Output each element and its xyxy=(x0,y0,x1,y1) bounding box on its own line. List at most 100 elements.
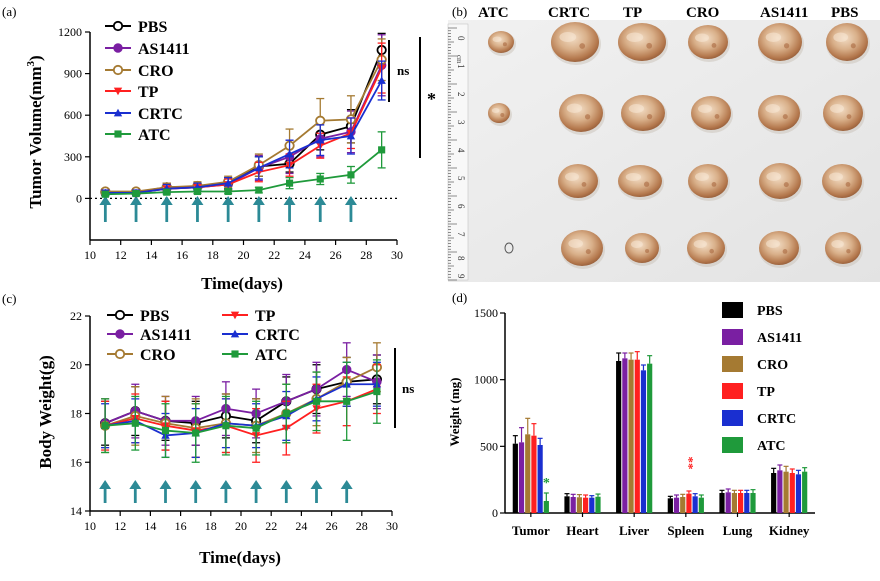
bar-lung-pbs xyxy=(719,493,725,513)
panel-b-tumor-photo: (b) ATC CRTC TP CRO AS1411 PBS 0 1 cm 2 … xyxy=(447,4,880,282)
tumor-vessel xyxy=(846,114,852,119)
x-tick-label: 16 xyxy=(176,248,188,262)
y-tick-label: 900 xyxy=(64,67,82,81)
photo-label-cro: CRO xyxy=(686,5,719,21)
tumor-highlight xyxy=(565,172,579,181)
bar-kidney-tp xyxy=(789,473,795,513)
data-point-crtc xyxy=(285,149,294,158)
bar-heart-pbs xyxy=(564,496,570,513)
panel-c-series xyxy=(100,342,382,463)
tumor-highlight xyxy=(766,239,780,248)
tumor-vessel xyxy=(845,182,851,187)
tumor-specimen xyxy=(621,95,665,131)
x-tick-label: 26 xyxy=(326,519,338,533)
y-tick-label: 18 xyxy=(70,407,82,421)
photo-label-as1411: AS1411 xyxy=(760,5,808,21)
y-tick-label: 0 xyxy=(76,191,82,205)
x-tick-label: 18 xyxy=(205,519,217,533)
tumor-specimen xyxy=(687,232,725,264)
treatment-arrow-head xyxy=(252,196,265,205)
data-point-cro xyxy=(315,115,326,126)
legend-marker-atc xyxy=(114,130,122,138)
x-tick-label: 20 xyxy=(238,248,250,262)
data-point-atc xyxy=(255,186,263,194)
panel-d-spleen-significance: ** xyxy=(681,457,696,470)
data-point-atc xyxy=(192,429,200,437)
x-tick-label: 28 xyxy=(356,519,368,533)
tumor-specimen xyxy=(618,23,666,61)
y-tick-label: 1200 xyxy=(58,25,82,39)
ruler-number-9: 9 xyxy=(456,274,466,279)
series-atc xyxy=(101,359,381,463)
ruler-number-2: 2 xyxy=(456,92,466,97)
treatment-arrow-head xyxy=(283,196,296,205)
tumor-specimen xyxy=(826,23,868,61)
tumor-specimen xyxy=(559,94,603,132)
bar-tumor-cro xyxy=(525,434,531,513)
panel-d-organ-weight-chart: (d) 0 500 1000 1500 Tumor Heart Liver Spleen Lun… xyxy=(447,290,815,538)
treatment-arrow-head xyxy=(280,480,293,489)
data-point-crtc xyxy=(377,76,386,84)
legend-label-pbs: PBS xyxy=(140,308,169,325)
data-point-atc xyxy=(222,422,230,430)
tumor-highlight xyxy=(626,32,644,42)
legend-marker-cro xyxy=(114,348,126,360)
panel-c-body-weight-chart: (c) 10 12 14 16 18 20 22 24 26 28 30 14 16 18 20 22 PBS… xyxy=(2,291,414,567)
panel-c-treatment-arrows xyxy=(99,480,353,503)
treatment-arrow-head xyxy=(250,480,263,489)
panel-c-ns-label: ns xyxy=(402,381,414,396)
data-point-crtc xyxy=(254,163,264,172)
panel-c-label: (c) xyxy=(2,291,16,306)
ruler-number-1: 1 xyxy=(456,64,466,69)
tumor-vessel xyxy=(646,113,653,120)
tumor-specimen xyxy=(825,232,861,264)
data-point-atc xyxy=(224,187,232,196)
bar-spleen-tp xyxy=(686,493,692,513)
tumor-specimen xyxy=(488,103,510,123)
x-tick-label: 22 xyxy=(268,248,280,262)
ruler-unit: cm xyxy=(455,55,463,64)
tumor-vessel xyxy=(581,182,587,187)
series-line-tp xyxy=(104,388,378,437)
bar-spleen-cro xyxy=(680,497,686,513)
series-pbs xyxy=(100,354,382,446)
treatment-arrow-head xyxy=(160,196,173,205)
tumor-specimen xyxy=(758,95,800,131)
bar-kidney-pbs xyxy=(771,473,777,513)
tumor-specimen xyxy=(759,231,799,265)
panel-a-treatment-arrows xyxy=(99,196,357,222)
bar-liver-as1411 xyxy=(622,358,628,513)
tumor-specimen xyxy=(823,95,863,131)
photo-label-crtc: CRTC xyxy=(548,5,590,21)
panel-b-label: (b) xyxy=(452,4,467,19)
tumor-highlight xyxy=(625,173,642,181)
y-tick-label: 600 xyxy=(64,108,82,122)
legend-swatch-pbs xyxy=(722,302,743,318)
photo-label-pbs: PBS xyxy=(831,5,859,21)
tumor-vessel xyxy=(645,248,650,254)
y-tick-label: 1000 xyxy=(474,373,498,387)
tumor-specimen xyxy=(551,22,599,62)
legend-marker-tp xyxy=(113,87,123,96)
panel-c-x-axis-label: Time(days) xyxy=(199,548,281,567)
data-point-atc xyxy=(285,179,294,187)
bar-lung-atc xyxy=(750,493,756,513)
tumor-highlight xyxy=(492,36,502,42)
bar-kidney-cro xyxy=(783,471,789,513)
tumor-highlight xyxy=(693,240,707,248)
photo-background xyxy=(448,20,880,282)
tumor-vessel xyxy=(782,249,788,254)
tumor-specimen xyxy=(758,23,802,61)
category-label-heart: Heart xyxy=(566,523,599,538)
bar-lung-cro xyxy=(731,493,737,513)
data-point-atc xyxy=(101,190,109,198)
series-line-crtc xyxy=(105,80,383,194)
tumor-specimen xyxy=(561,230,603,266)
panel-d-bars xyxy=(512,351,808,513)
series-line-atc xyxy=(105,390,378,434)
bar-spleen-atc xyxy=(698,497,704,513)
x-tick-label: 16 xyxy=(175,519,187,533)
data-point-atc xyxy=(101,422,109,430)
x-tick-label: 20 xyxy=(235,519,247,533)
